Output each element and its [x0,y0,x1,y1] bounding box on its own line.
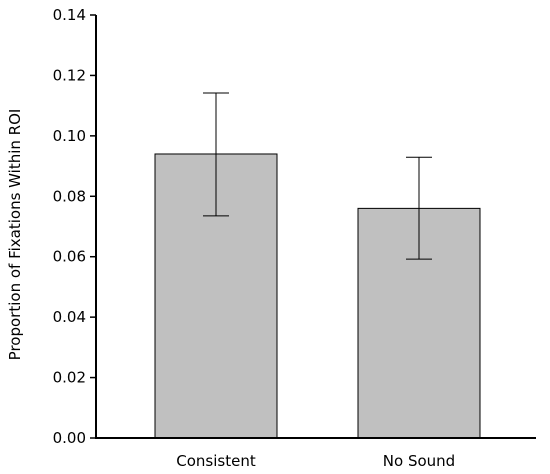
y-tick-label: 0.04 [53,308,86,326]
y-tick-label: 0.10 [53,127,86,145]
y-tick-label: 0.00 [53,429,86,447]
x-tick-labels: Consistent No Sound [176,452,455,470]
y-axis-title: Proportion of Fixations Within ROI [6,109,24,361]
y-tick-label: 0.12 [53,66,86,84]
x-tick-label: No Sound [383,452,455,470]
y-tick-label: 0.06 [53,248,86,266]
y-ticks: 0.00 0.02 0.04 0.06 0.08 0.10 0.12 0.14 [53,6,96,447]
y-tick-label: 0.08 [53,187,86,205]
y-tick-label: 0.02 [53,369,86,387]
axes [95,15,536,439]
error-bars [203,92,432,260]
bars [154,153,481,439]
x-tick-label: Consistent [176,452,256,470]
y-tick-label: 0.14 [53,6,86,24]
